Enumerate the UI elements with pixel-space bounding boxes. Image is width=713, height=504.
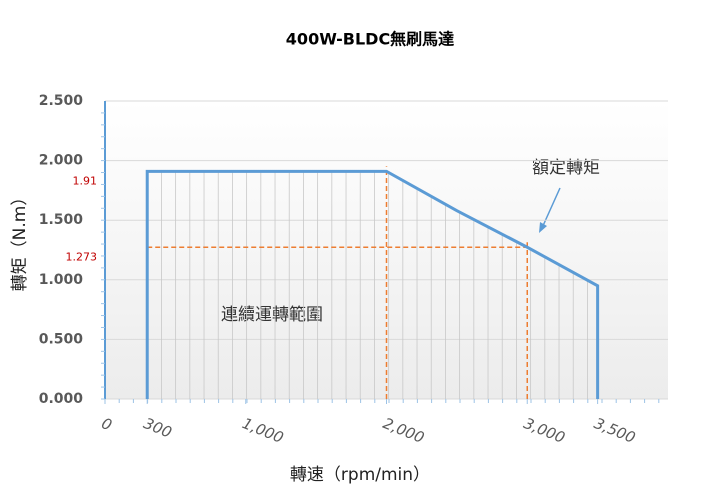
x-tick-label: 300 <box>141 414 174 441</box>
annotation-arrow <box>541 187 561 229</box>
y-tick-label: 1.500 <box>39 212 84 228</box>
x-tick-label: 2,000 <box>380 414 427 447</box>
x-tick-label: 3,000 <box>521 414 568 447</box>
y-tick-label: 2.500 <box>39 93 84 109</box>
chart-title: 400W-BLDC無刷馬達 <box>286 30 454 49</box>
annotation: 額定轉矩 <box>532 158 600 178</box>
ref-label: 1.91 <box>73 174 98 187</box>
x-axis-label: 轉速（rpm/min） <box>290 465 430 485</box>
ref-label: 1.273 <box>66 250 98 263</box>
y-tick-label: 0.000 <box>39 391 84 407</box>
y-tick-label: 2.000 <box>39 153 84 169</box>
annotation: 連續運轉範圍 <box>221 305 323 325</box>
y-tick-label: 1.000 <box>39 272 84 288</box>
line-series <box>145 169 600 399</box>
x-tick-label: 0 <box>99 414 115 434</box>
y-tick-label: 0.500 <box>39 331 84 347</box>
x-tick-label: 3,500 <box>591 414 638 447</box>
arrow-head <box>539 222 547 233</box>
x-tick-label: 1,000 <box>240 414 287 447</box>
y-axis-label: 轉矩（N.m） <box>10 189 30 292</box>
